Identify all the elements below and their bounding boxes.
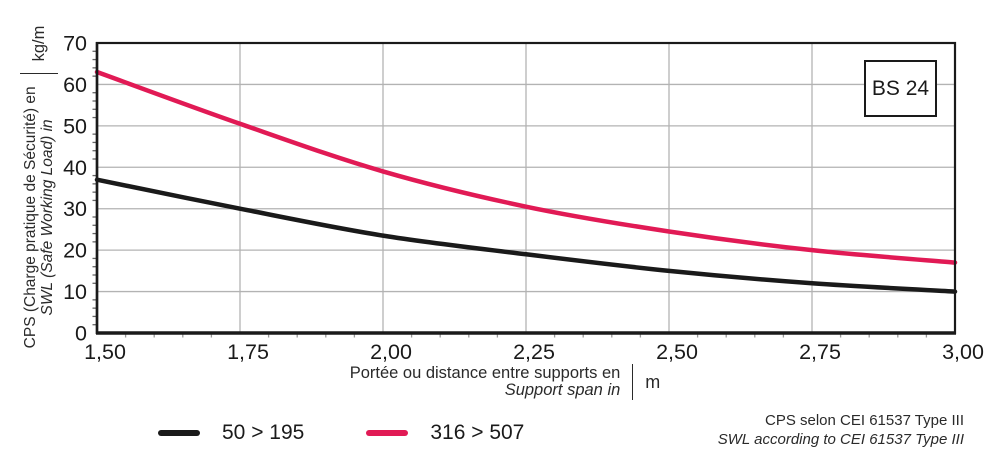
reference-box: BS 24 bbox=[864, 60, 937, 117]
legend: 50 > 195 316 > 507 bbox=[158, 421, 524, 445]
x-axis-label-text: Portée ou distance entre supports en Sup… bbox=[350, 365, 621, 399]
x-tick-label: 1,75 bbox=[227, 340, 269, 364]
standards-note-fr: CPS selon CEI 61537 Type III bbox=[764, 412, 964, 429]
x-tick-label: 2,75 bbox=[799, 340, 841, 364]
legend-item-pink-series: 316 > 507 bbox=[366, 421, 524, 445]
legend-label-black: 50 > 195 bbox=[222, 421, 305, 444]
y-tick-label: 20 bbox=[63, 239, 87, 263]
x-axis-label-fr: Portée ou distance entre supports en bbox=[349, 364, 621, 382]
y-tick-label: 30 bbox=[63, 197, 87, 221]
y-tick-label: 50 bbox=[63, 114, 87, 138]
curve-black-series bbox=[94, 177, 958, 294]
y-axis-unit: kg/m bbox=[29, 25, 48, 62]
x-tick-label: 1,50 bbox=[84, 340, 126, 364]
y-axis-label-text: CPS (Charge pratique de Sécurité) en SWL… bbox=[22, 86, 56, 348]
x-axis-unit: m bbox=[645, 371, 661, 392]
x-axis-label: Portée ou distance entre supports en Sup… bbox=[0, 364, 1000, 400]
legend-swatch-pink bbox=[366, 430, 409, 436]
y-tick-label: 60 bbox=[63, 73, 87, 97]
y-axis-label: CPS (Charge pratique de Sécurité) en SWL… bbox=[13, 17, 65, 357]
y-axis-label-en: SWL (Safe Working Load) in bbox=[39, 119, 56, 316]
x-tick-label: 3,00 bbox=[942, 340, 984, 364]
y-tick-label: 10 bbox=[63, 280, 87, 304]
x-tick-label: 2,50 bbox=[656, 340, 698, 364]
standards-note-en: SWL according to CEI 61537 Type III bbox=[717, 430, 964, 448]
y-tick-label: 40 bbox=[63, 156, 87, 180]
y-axis-unit-separator bbox=[20, 73, 58, 75]
y-tick-label: 70 bbox=[63, 32, 87, 56]
x-axis-label-en: Support span in bbox=[504, 381, 621, 399]
reference-box-label: BS 24 bbox=[871, 76, 930, 100]
legend-label-pink: 316 > 507 bbox=[430, 421, 525, 444]
y-tick-label: 0 bbox=[75, 322, 87, 346]
x-tick-label: 2,25 bbox=[513, 340, 555, 364]
curve-pink-series bbox=[94, 69, 958, 265]
legend-item-black-series: 50 > 195 bbox=[158, 421, 304, 445]
legend-swatch-black bbox=[158, 430, 200, 436]
y-axis-label-fr: CPS (Charge pratique de Sécurité) en bbox=[22, 86, 39, 349]
x-axis-unit-separator bbox=[632, 364, 634, 400]
x-tick-label: 2,00 bbox=[370, 340, 412, 364]
standards-note: CPS selon CEI 61537 Type III SWL accordi… bbox=[718, 412, 964, 449]
